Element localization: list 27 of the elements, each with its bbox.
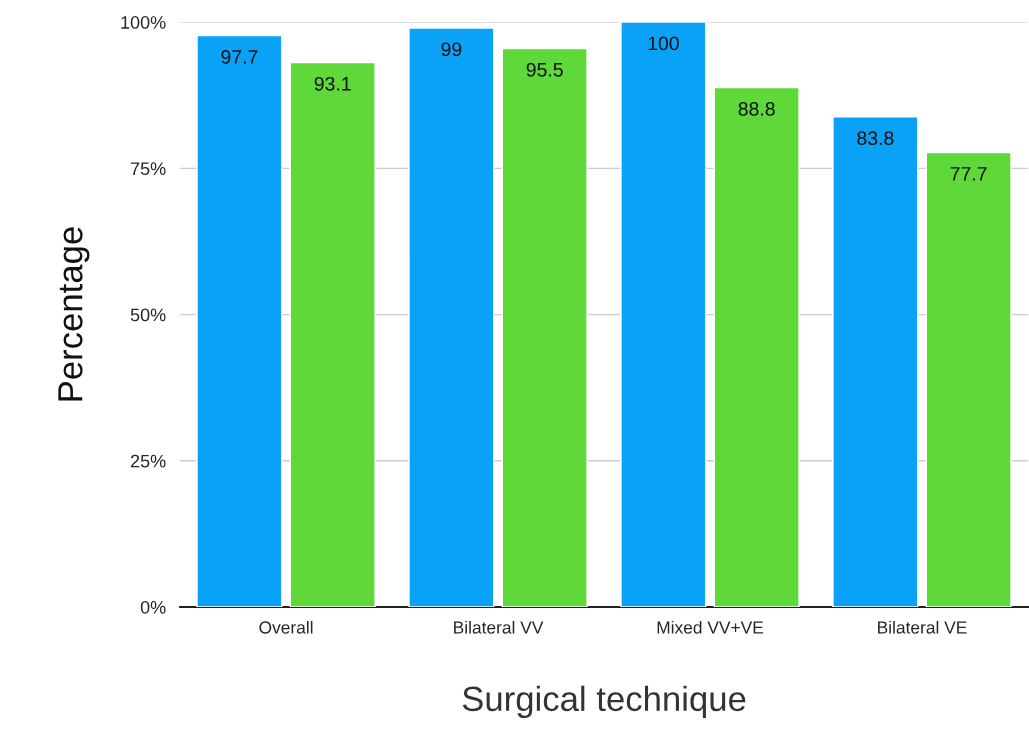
y-tick-label: 50% [130,308,166,322]
data-label: 97.7 [221,49,258,64]
data-label: 88.8 [738,102,775,116]
bar [925,151,1012,608]
bar [501,47,588,608]
bar [832,116,919,608]
x-tick-label: Mixed VV+VE [657,620,764,634]
y-tick-label: 0% [140,600,166,614]
data-label: 95.5 [526,62,563,77]
bar [196,34,283,608]
y-tick-label: 25% [130,454,166,468]
y-tick-label: 75% [130,162,166,176]
data-label: 93.1 [314,76,351,91]
y-axis-title: Percentage [58,227,90,401]
x-axis-title: Surgical technique [462,685,746,719]
x-tick-label: Bilateral VE [878,620,967,634]
y-tick-label: 100% [121,16,166,29]
bar [620,22,707,608]
x-tick-label: Bilateral VV [454,620,544,634]
data-label: 100 [648,36,679,51]
bar [408,27,495,608]
bar [713,86,800,608]
data-label: 77.7 [950,167,987,181]
data-label: 99 [441,42,462,57]
x-tick-label: Overall [259,620,313,634]
data-label: 83.8 [857,131,894,146]
bar [289,61,376,608]
